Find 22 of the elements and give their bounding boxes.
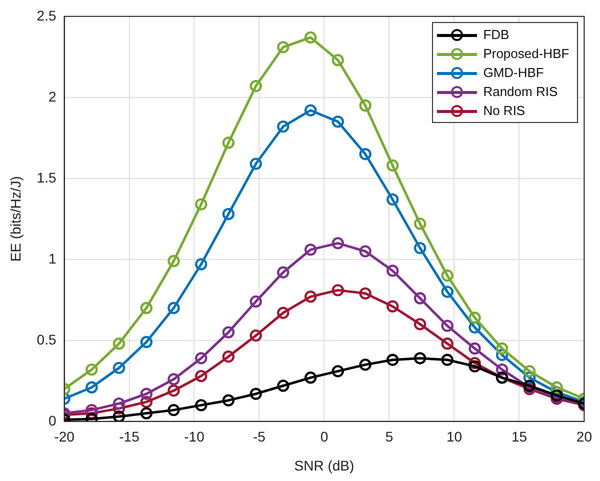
y-axis-title: EE (bits/Hz/J): [7, 176, 24, 262]
x-tick-label: 5: [385, 428, 394, 445]
x-tick-label: -10: [184, 428, 205, 445]
y-tick-label: 2.5: [36, 7, 56, 24]
x-tick-label: 20: [576, 428, 592, 445]
legend-label: Proposed-HBF: [483, 46, 570, 62]
x-tick-label: 15: [511, 428, 528, 445]
y-tick-label: 0.5: [36, 331, 56, 348]
x-tick-label: -15: [119, 428, 140, 445]
x-axis-title: SNR (dB): [294, 457, 354, 474]
y-tick-label: 0: [48, 412, 56, 428]
x-tick-label: -20: [54, 428, 75, 445]
legend-label: GMD-HBF: [483, 65, 544, 80]
y-tick-label: 1.5: [36, 169, 56, 186]
legend-label: Random RIS: [483, 84, 558, 100]
legend-label: FDB: [483, 27, 510, 42]
x-tick-label: 10: [446, 428, 462, 445]
legend-label: No RIS: [483, 103, 526, 118]
y-tick-label: 2: [48, 88, 56, 104]
y-tick-label: 1: [48, 250, 56, 266]
x-tick-label: 0: [320, 428, 328, 445]
x-tick-label: -5: [253, 428, 266, 445]
